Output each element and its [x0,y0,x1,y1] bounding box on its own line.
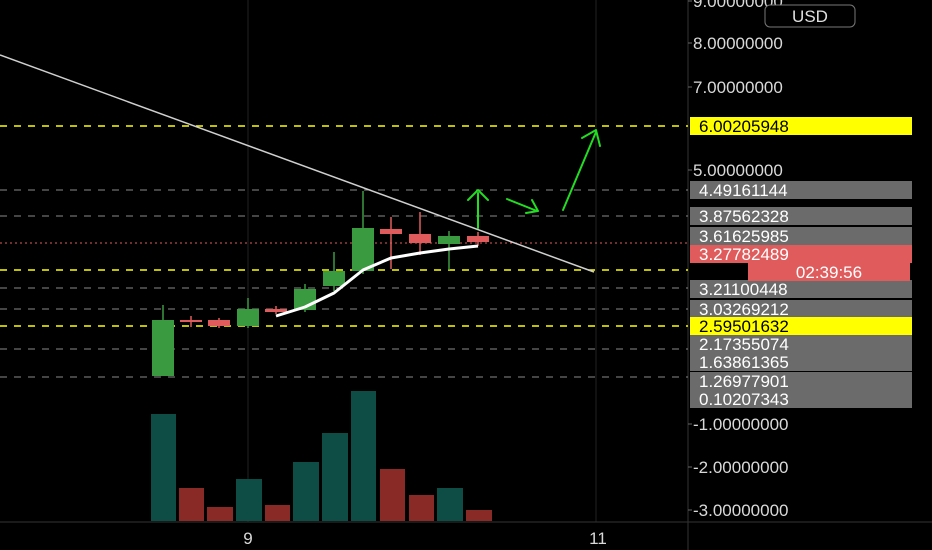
volume-bar [466,510,492,521]
price-tag-box [690,335,912,353]
price-tag: 3.87562328 [690,207,912,226]
price-tag-box [690,227,912,245]
y-tick-label: 5.00000000 [693,161,783,180]
price-tag-label: 4.49161144 [699,181,788,200]
volume-bar [437,488,463,521]
long-up-arrow [562,129,601,211]
y-tick-label: 8.00000000 [693,34,783,53]
price-tag-label: 3.87562328 [699,207,789,226]
ma-line [275,244,479,318]
volume-bar [322,433,348,521]
price-tag-label: 3.27782489 [699,245,789,264]
price-tag-label: 0.10207343 [699,390,789,409]
price-tag: 3.27782489 [690,245,912,264]
countdown-tag: 02:39:56 [748,263,910,282]
volume-bar [265,505,290,521]
price-tag-label: 3.61625985 [699,227,789,246]
candle-body [180,320,202,322]
price-tag: 2.17355074 [690,335,912,354]
volume-bars [151,391,492,521]
horizontal-levels [0,125,688,378]
candle-body [323,271,345,286]
price-tag-label: 1.26977901 [699,372,789,391]
price-tag-label: 2.17355074 [699,335,789,354]
volume-bar [236,479,262,521]
candle-body [152,320,174,376]
price-tag: 6.00205948 [690,117,912,136]
candle-body [467,236,489,242]
y-tick-label: -1.00000000 [693,415,788,434]
price-tag-label: 3.03269212 [699,300,789,319]
volume-bar [179,488,204,521]
price-axis[interactable]: 9.00000000 8.00000000 7.00000000 5.00000000… [688,0,912,520]
projection-arrows [467,129,601,229]
price-tag-box [690,280,912,298]
volume-bar [151,414,176,521]
price-tag-label: 2.59501632 [699,317,789,336]
volume-bar [207,507,233,521]
candle-body [352,228,374,271]
price-tag-box [690,390,912,408]
price-tag: 1.63861365 [690,353,912,372]
candle-body [208,320,230,326]
time-axis[interactable]: 9 11 [243,529,607,548]
price-tag-box [690,207,912,225]
volume-bar [409,495,434,521]
countdown-box [748,263,910,281]
price-tag-box [690,353,912,371]
descending-trendline [0,54,595,273]
price-tag-box [690,117,912,135]
y-tick-label: -3.00000000 [693,501,788,520]
price-tag-box [690,317,912,335]
price-tag: 3.21100448 [690,280,912,299]
volume-bar [293,462,319,521]
price-tag: 3.61625985 [690,227,912,246]
price-tag-label: 6.00205948 [699,117,789,136]
price-tag-box [690,181,912,199]
y-tick-label: 9.00000000 [693,0,783,11]
candle-body [438,236,460,244]
trendline [0,54,595,273]
currency-badge: USD [764,4,856,28]
x-tick-label: 9 [243,529,252,548]
x-tick-label: 11 [589,529,607,548]
price-tag-label: 1.63861365 [699,353,789,372]
y-tick-label: -2.00000000 [693,458,788,477]
moving-average [275,244,479,318]
currency-label: USD [792,7,828,26]
countdown-label: 02:39:56 [796,263,862,282]
price-tag: 2.59501632 [690,317,912,336]
y-tick-label: 7.00000000 [693,78,783,97]
price-tag: 3.03269212 [690,300,912,319]
candle-body [409,234,431,243]
candles [152,191,489,376]
price-tag-box [690,245,912,263]
price-tag-box [690,300,912,318]
price-tag: 0.10207343 [690,390,912,409]
volume-bar [351,391,376,521]
price-tag: 4.49161144 [690,181,912,200]
price-tag-box [690,372,912,390]
price-tag: 1.26977901 [690,372,912,391]
currency-badge-box [764,4,856,28]
up-arrow [467,189,489,229]
candle-body [265,309,287,312]
candle-body [380,229,402,234]
candle-body [237,309,259,326]
volume-bar [380,469,405,521]
price-tag-label: 3.21100448 [699,280,788,299]
down-arrow [506,198,539,214]
